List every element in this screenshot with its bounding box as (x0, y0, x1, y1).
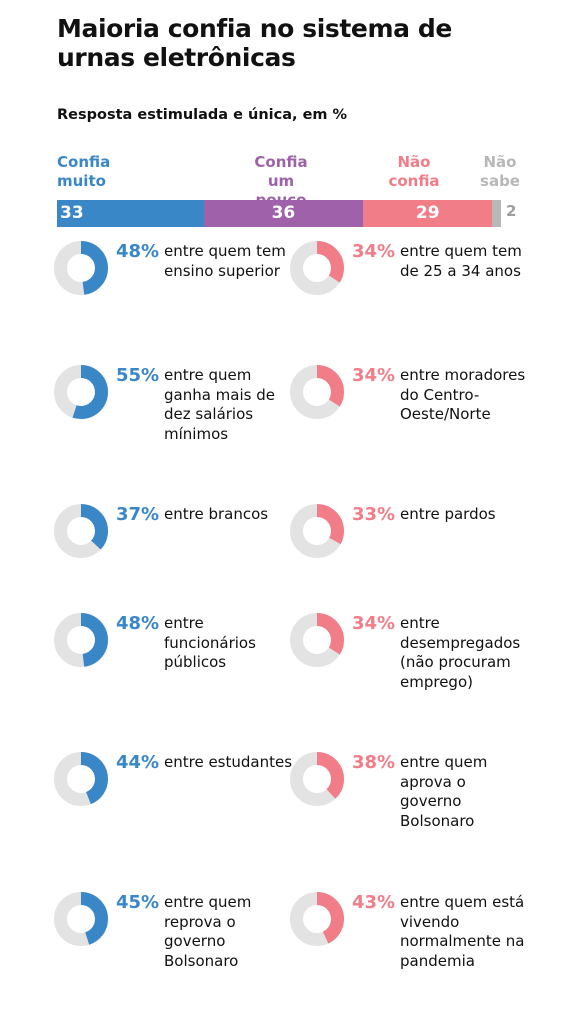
nao-confia-description: entre quem tem de 25 a 34 anos (400, 242, 522, 280)
nao-confia-percent-label: 34% (352, 365, 396, 386)
nao-confia-description: entre quem está vivendo normalmente na p… (400, 893, 525, 970)
confia-muito-description: entre quem tem ensino superior (164, 242, 286, 280)
confia-muito-donut-arc (54, 613, 108, 667)
chart-title: Maioria confia no sistema de urnas eletr… (57, 14, 452, 72)
confia-muito-donut (54, 752, 108, 806)
legend-confia-um-pouco-line1: Confia (254, 153, 308, 171)
confia-muito-item: 45% entre quem reprova o governo Bolsonar… (53, 891, 293, 1001)
nao-confia-percent-label: 34% (352, 613, 396, 634)
confia-muito-donut-arc (54, 504, 108, 558)
confia-muito-donut-arc (54, 892, 108, 946)
nao-confia-donut-arc (290, 892, 344, 946)
nao-confia-donut-arc (290, 241, 344, 295)
nao-confia-percent-label: 38% (352, 752, 396, 773)
nao-confia-description: entre pardos (400, 505, 496, 523)
confia-muito-donut (54, 241, 108, 295)
nao-confia-donut (290, 613, 344, 667)
confia-muito-percent-label: 48% (116, 613, 160, 634)
nao-confia-donut (290, 892, 344, 946)
nao-confia-item: 43% entre quem está vivendo normalmente n… (289, 891, 529, 1001)
confia-muito-description: entre funcionários públicos (164, 614, 256, 671)
confia-muito-donut (54, 613, 108, 667)
nao-confia-donut-arc (290, 752, 344, 806)
nao-confia-percent-label: 43% (352, 892, 396, 913)
confia-muito-percent-label: 45% (116, 892, 160, 913)
legend-confia-muito: Confia muito (57, 153, 110, 191)
nao-confia-item: 34% entre desempregados (não procuram emp… (289, 612, 529, 722)
confia-muito-description: entre quem reprova o governo Bolsonaro (164, 893, 252, 970)
confia-muito-item: 37% entre brancos (53, 503, 293, 613)
confia-muito-donut (54, 365, 108, 419)
nao-confia-donut (290, 752, 344, 806)
nao-confia-donut-arc (290, 365, 344, 419)
confia-muito-donut (54, 504, 108, 558)
nao-confia-description: entre moradores do Centro-Oeste/Norte (400, 366, 526, 423)
bar-value-confia-muito: 33 (60, 203, 84, 223)
legend-nao-sabe-line1: Não (483, 153, 517, 171)
nao-confia-description: entre desempregados (não procuram empreg… (400, 614, 521, 691)
legend-nao-sabe: Não sabe (480, 153, 520, 191)
nao-confia-donut-arc (290, 613, 344, 667)
nao-confia-description: entre quem aprova o governo Bolsonaro (400, 753, 488, 830)
bar-segment-confia-um-pouco: 36 (203, 200, 364, 227)
legend-nao-confia: Não confia (388, 153, 440, 191)
legend-confia-muito-line2: muito (57, 172, 106, 190)
confia-muito-description: entre estudantes (164, 753, 293, 771)
confia-muito-percent-label: 48% (116, 241, 160, 262)
chart-subtitle: Resposta estimulada e única, em % (57, 107, 348, 123)
nao-confia-percent-label: 33% (352, 504, 396, 525)
confia-muito-donut-arc (54, 365, 108, 419)
legend-confia-muito-line1: Confia (57, 153, 111, 171)
confia-muito-item: 48% entre funcionários públicos (53, 612, 293, 722)
legend-nao-sabe-line2: sabe (480, 172, 520, 190)
bar-segment-nao-sabe (492, 200, 501, 227)
bar-segment-nao-confia: 29 (363, 200, 493, 227)
confia-muito-donut-arc (54, 241, 108, 295)
nao-confia-donut-arc (290, 504, 344, 558)
legend-nao-confia-line2: confia (388, 172, 440, 190)
confia-muito-item: 55% entre quem ganha mais de dez salários… (53, 364, 293, 474)
nao-confia-percent-label: 34% (352, 241, 396, 262)
confia-muito-donut (54, 892, 108, 946)
nao-confia-donut (290, 241, 344, 295)
nao-confia-item: 34% entre moradores do Centro-Oeste/Norte (289, 364, 529, 474)
confia-muito-percent-label: 44% (116, 752, 160, 773)
bar-value-nao-sabe: 2 (506, 202, 517, 220)
confia-muito-description: entre brancos (164, 505, 269, 523)
bar-value-nao-confia: 29 (415, 203, 440, 223)
stacked-bar: 33 36 29 (57, 200, 501, 227)
confia-muito-percent-label: 55% (116, 365, 160, 386)
nao-confia-donut (290, 365, 344, 419)
nao-confia-item: 33% entre pardos (289, 503, 529, 613)
confia-muito-description: entre quem ganha mais de dez salários mí… (164, 366, 275, 443)
nao-confia-donut (290, 504, 344, 558)
legend-nao-confia-line1: Não (397, 153, 431, 171)
confia-muito-percent-label: 37% (116, 504, 160, 525)
confia-muito-item: 44% entre estudantes (53, 751, 293, 861)
confia-muito-donut-arc (54, 752, 108, 806)
confia-muito-item: 48% entre quem tem ensino superior (53, 240, 293, 350)
bar-value-confia-um-pouco: 36 (271, 203, 296, 223)
bar-segment-confia-muito: 33 (57, 200, 204, 227)
nao-confia-item: 38% entre quem aprova o governo Bolsonaro (289, 751, 529, 861)
nao-confia-item: 34% entre quem tem de 25 a 34 anos (289, 240, 529, 350)
